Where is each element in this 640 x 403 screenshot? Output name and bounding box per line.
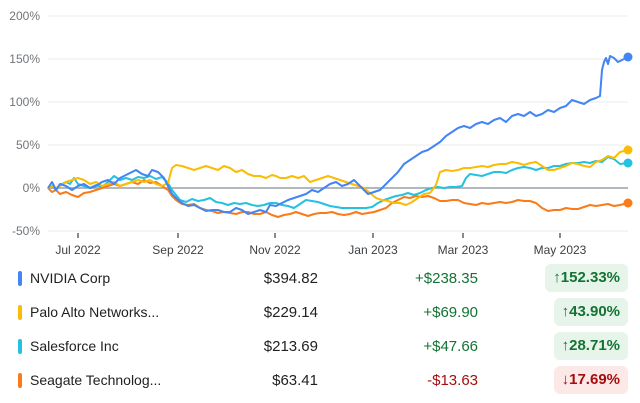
x-tick-label: Nov 2022 bbox=[249, 243, 301, 257]
y-tick-label: -50% bbox=[12, 224, 40, 238]
y-tick-label: 50% bbox=[16, 138, 40, 152]
x-axis: Jul 2022 Sep 2022 Nov 2022 Jan 2023 Mar … bbox=[55, 233, 587, 257]
stock-name[interactable]: NVIDIA Corp bbox=[30, 270, 111, 286]
arrow-up-icon: ↑ bbox=[561, 303, 570, 320]
percent-change-badge: ↑43.90% bbox=[553, 298, 628, 326]
color-swatch bbox=[18, 373, 22, 388]
series-line-seagate bbox=[47, 179, 629, 218]
series-line-nvidia bbox=[47, 55, 629, 215]
stock-price: $229.14 bbox=[263, 304, 318, 321]
series-line-salesforce bbox=[47, 156, 629, 209]
y-axis: 200% 150% 100% 50% 0% -50% bbox=[9, 9, 40, 238]
x-tick-label: May 2023 bbox=[534, 243, 587, 257]
y-tick-label: 0% bbox=[23, 181, 41, 195]
stock-price: $63.41 bbox=[272, 372, 318, 389]
y-tick-label: 150% bbox=[9, 52, 40, 66]
y-tick-label: 200% bbox=[9, 9, 40, 23]
x-tick-label: Jul 2022 bbox=[55, 243, 101, 257]
price-change: +$47.66 bbox=[423, 338, 478, 355]
arrow-up-icon: ↑ bbox=[553, 269, 561, 286]
stock-name[interactable]: Seagate Technolog... bbox=[30, 372, 162, 388]
arrow-up-icon: ↑ bbox=[561, 337, 570, 354]
series-end-markers bbox=[623, 52, 633, 208]
y-tick-label: 100% bbox=[9, 95, 40, 109]
salesforce-end-dot bbox=[623, 158, 633, 168]
price-change: +$69.90 bbox=[423, 304, 478, 321]
palo-alto-end-dot bbox=[623, 145, 633, 155]
color-swatch bbox=[18, 305, 22, 320]
percent-change-badge: ↑28.71% bbox=[553, 332, 628, 360]
x-tick-label: Sep 2022 bbox=[152, 243, 204, 257]
table-row-seagate[interactable]: Seagate Technolog... $63.41 -$13.63 ↓17.… bbox=[0, 364, 640, 398]
color-swatch bbox=[18, 271, 22, 286]
x-tick-label: Jan 2023 bbox=[348, 243, 398, 257]
series-line-palo-alto bbox=[47, 149, 629, 206]
table-row-salesforce[interactable]: Salesforce Inc $213.69 +$47.66 ↑28.71% bbox=[0, 330, 640, 364]
gridlines bbox=[48, 15, 628, 232]
stock-comparison-chart[interactable]: 200% 150% 100% 50% 0% -50% Jul 2022 Sep … bbox=[0, 0, 640, 260]
price-change: -$13.63 bbox=[427, 372, 478, 389]
table-row-nvidia[interactable]: NVIDIA Corp $394.82 +$238.35 ↑152.33% bbox=[0, 262, 640, 296]
price-change: +$238.35 bbox=[415, 270, 478, 287]
stock-name[interactable]: Salesforce Inc bbox=[30, 338, 119, 354]
color-swatch bbox=[18, 339, 22, 354]
percent-change-badge: ↑152.33% bbox=[545, 264, 628, 292]
x-tick-label: Mar 2023 bbox=[438, 243, 489, 257]
percent-change-badge: ↓17.69% bbox=[553, 366, 628, 394]
stock-price: $213.69 bbox=[263, 338, 318, 355]
stock-price: $394.82 bbox=[263, 270, 318, 287]
arrow-down-icon: ↓ bbox=[561, 371, 570, 388]
table-row-palo-alto[interactable]: Palo Alto Networks... $229.14 +$69.90 ↑4… bbox=[0, 296, 640, 330]
seagate-end-dot bbox=[623, 198, 633, 208]
nvidia-end-dot bbox=[623, 52, 633, 62]
stock-name[interactable]: Palo Alto Networks... bbox=[30, 304, 160, 320]
